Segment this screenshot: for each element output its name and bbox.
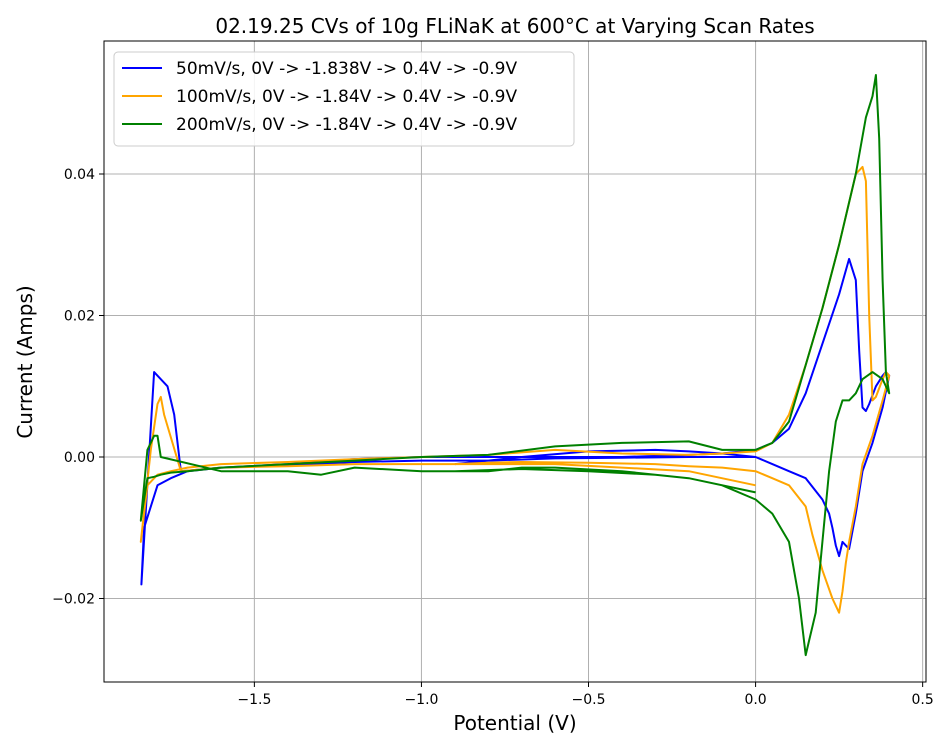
y-tick-label: 0.02 xyxy=(64,309,95,325)
x-tick-label: −1.5 xyxy=(237,692,271,708)
y-axis-ticks: −0.02 0.00 0.02 0.04 xyxy=(52,167,104,608)
legend-label-200mvs: 200mV/s, 0V -> -1.84V -> 0.4V -> -0.9V xyxy=(176,115,517,135)
y-tick-label: 0.04 xyxy=(64,167,95,183)
series-line-50mvs xyxy=(140,257,891,586)
x-axis-ticks: −1.5 −1.0 −0.5 0.0 0.5 xyxy=(237,682,934,708)
y-tick-label: −0.02 xyxy=(52,592,95,608)
grid-lines xyxy=(104,41,926,682)
x-tick-label: −0.5 xyxy=(572,692,606,708)
x-tick-label: 0.5 xyxy=(912,692,934,708)
legend: 50mV/s, 0V -> -1.838V -> 0.4V -> -0.9V 1… xyxy=(113,51,575,147)
x-tick-label: 0.0 xyxy=(744,692,766,708)
series-line-200mvs xyxy=(139,74,891,657)
y-tick-label: 0.00 xyxy=(64,450,95,466)
legend-label-100mvs: 100mV/s, 0V -> -1.84V -> 0.4V -> -0.9V xyxy=(176,87,517,107)
chart-title: 02.19.25 CVs of 10g FLiNaK at 600°C at V… xyxy=(215,14,814,38)
plot-series xyxy=(139,74,891,657)
x-axis-label: Potential (V) xyxy=(453,711,576,735)
axes-frame xyxy=(103,40,927,683)
legend-box xyxy=(113,51,575,147)
x-tick-label: −1.0 xyxy=(404,692,438,708)
y-axis-label: Current (Amps) xyxy=(13,285,37,438)
legend-label-50mvs: 50mV/s, 0V -> -1.838V -> 0.4V -> -0.9V xyxy=(176,59,517,79)
